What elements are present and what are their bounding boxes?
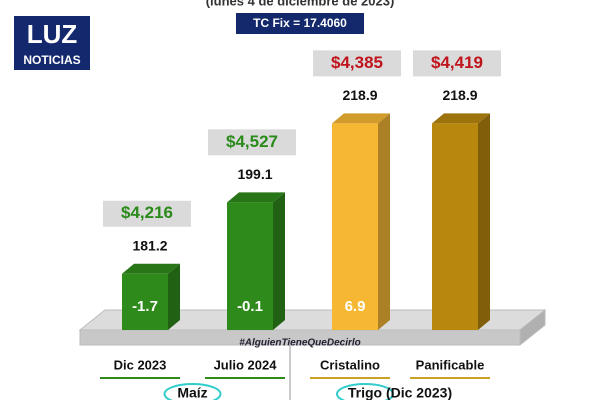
logo-bottom: NOTICIAS [23,53,80,67]
floor-side [519,308,546,347]
price-label: $4,216 [121,203,173,222]
bar [122,273,168,330]
subtitle: (lunes 4 de diciembre de 2023) [206,0,395,8]
bar [227,202,273,330]
bar-side [273,192,285,330]
bar-top [122,263,180,274]
watermark: #AlguienTieneQueDecirlo [239,338,361,349]
bar-top [432,113,490,124]
exchange-rate: TC Fix = 17.4060 [253,16,347,30]
x-tick-label: Panificable [416,357,485,372]
group-oval [336,383,394,400]
change-label: -0.1 [237,298,263,315]
rate-box [236,13,364,34]
logo-box [14,16,90,70]
bar-side [478,113,490,331]
bar [332,123,378,331]
price-label: $4,385 [331,53,383,72]
price-box [103,200,191,227]
price-box [208,129,296,156]
x-tick-label: Cristalino [320,357,380,372]
group-label: Trigo (Dic 2023) [348,385,452,400]
price-label: $4,419 [431,53,483,72]
change-label: -1.7 [132,298,158,315]
value-label: 199.1 [237,166,272,182]
x-tick-label: Julio 2024 [214,357,278,372]
bar-top [227,192,285,203]
bar-top [332,113,390,124]
bar [432,123,478,331]
bar-side [378,113,390,331]
logo-top: LUZ [27,19,78,49]
price-box [313,50,401,77]
value-label: 218.9 [442,87,477,103]
group-label: Maíz [177,385,207,400]
bar-side [168,263,180,330]
price-label: $4,527 [226,132,278,151]
price-box [413,50,501,77]
value-label: 181.2 [132,237,167,253]
group-oval [163,383,222,400]
x-tick-label: Dic 2023 [114,357,167,372]
change-label: 6.9 [345,298,366,315]
value-label: 218.9 [342,87,377,103]
